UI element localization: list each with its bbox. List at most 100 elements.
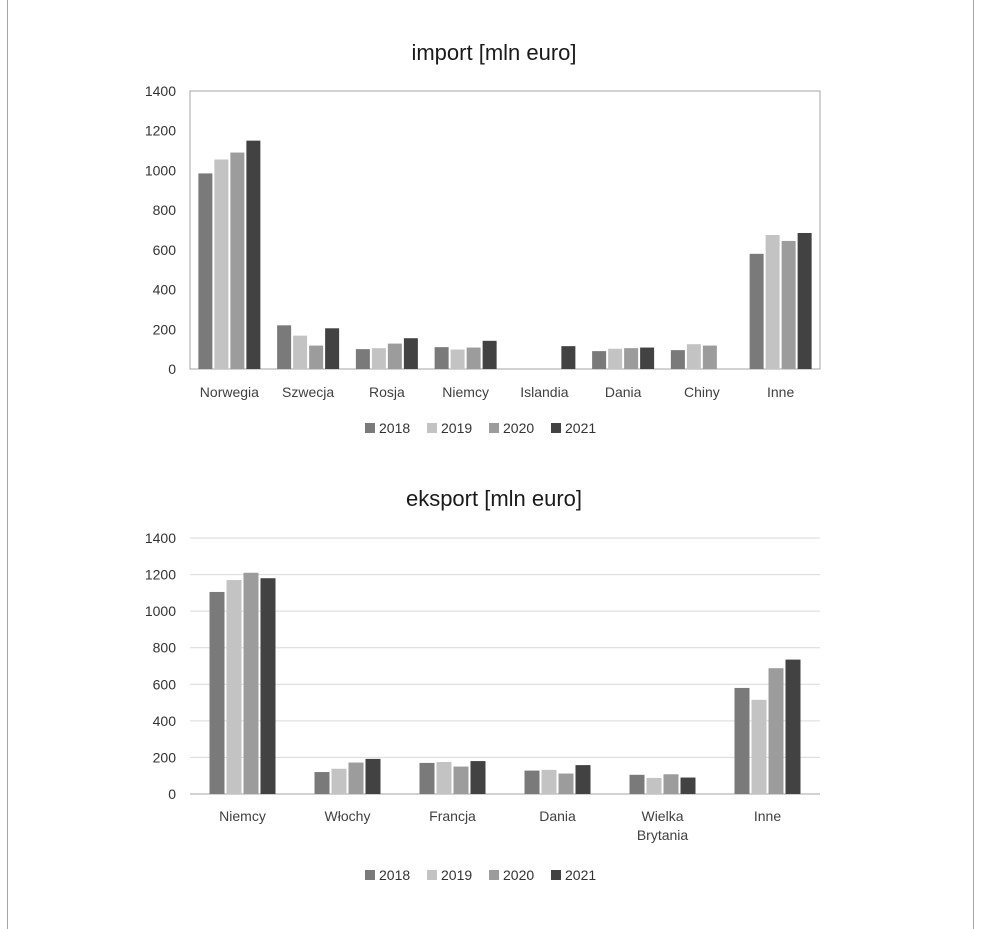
eksport-y-tick-label: 400 [153, 713, 177, 729]
import-bar-2020 [387, 343, 402, 369]
eksport-category-label: Wielka Brytania [637, 808, 689, 843]
eksport-x-axis: Niemcy Włochy Francja Dania Wielka Brytania In… [219, 808, 781, 843]
eksport-legend-label: 2020 [503, 867, 534, 883]
eksport-bar-2020 [348, 762, 364, 794]
import-bar-2021 [246, 140, 261, 369]
import-bar-2021 [561, 346, 576, 369]
eksport-category-label: Dania [539, 808, 576, 824]
eksport-bar-2018 [419, 762, 435, 794]
eksport-category-label: Niemcy [219, 808, 266, 824]
eksport-bar-2020 [243, 572, 259, 794]
import-bar-2018 [198, 173, 213, 369]
import-bar-2020 [466, 347, 481, 369]
eksport-bar-2018 [314, 772, 330, 794]
import-bar-2020 [702, 345, 717, 369]
import-bar-2019 [293, 335, 308, 369]
eksport-bar-2020 [768, 668, 784, 794]
eksport-legend-swatch-2018 [365, 870, 375, 880]
import-y-tick-label: 600 [153, 242, 177, 258]
import-category-label: Dania [605, 384, 642, 400]
eksport-grid [190, 537, 820, 758]
eksport-y-tick-label: 0 [168, 786, 176, 802]
import-y-tick-label: 1200 [145, 123, 176, 139]
eksport-legend-label: 2019 [441, 867, 472, 883]
import-bar-2021 [797, 232, 812, 369]
eksport-y-tick-label: 600 [153, 676, 177, 692]
import-bar-2020 [624, 348, 639, 369]
import-bar-2019 [686, 344, 701, 369]
import-legend-label: 2019 [441, 420, 472, 436]
eksport-category-label: Inne [754, 808, 781, 824]
import-legend-swatch-2020 [489, 423, 499, 433]
import-bar-2018 [592, 351, 607, 369]
eksport-legend-swatch-2019 [427, 870, 437, 880]
import-y-tick-label: 1400 [145, 83, 176, 99]
import-bar-2018 [749, 253, 764, 369]
import-category-label: Niemcy [442, 384, 489, 400]
eksport-y-tick-label: 200 [153, 749, 177, 765]
import-chart: import [mln euro] 0 200 400 600 800 1000 1200 1… [145, 40, 821, 436]
eksport-chart: eksport [mln euro] 0 200 400 600 800 1000 1200… [145, 486, 820, 883]
import-y-tick-label: 1000 [145, 162, 176, 178]
import-bar-2018 [670, 350, 685, 369]
eksport-plot-area [190, 538, 820, 794]
eksport-bar-2019 [646, 777, 662, 794]
import-bar-2018 [355, 349, 370, 369]
import-category-label: Rosja [369, 384, 405, 400]
import-legend-label: 2018 [379, 420, 410, 436]
import-bar-2020 [781, 240, 796, 369]
eksport-y-tick-label: 800 [153, 640, 177, 656]
import-chart-title: import [mln euro] [411, 40, 576, 65]
eksport-bar-2019 [541, 769, 557, 794]
eksport-legend-swatch-2021 [551, 870, 561, 880]
import-bar-2018 [277, 325, 292, 369]
eksport-bar-2018 [734, 687, 750, 794]
import-category-label: Islandia [520, 384, 568, 400]
import-bar-2021 [482, 340, 497, 369]
import-y-tick-label: 200 [153, 321, 177, 337]
import-legend-label: 2020 [503, 420, 534, 436]
eksport-bar-2021 [470, 761, 486, 794]
eksport-bar-2020 [453, 766, 469, 794]
eksport-legend-label: 2018 [379, 867, 410, 883]
import-x-axis: Norwegia Szwecja Rosja Niemcy Islandia Dania C… [200, 384, 795, 400]
eksport-bar-2021 [365, 758, 381, 794]
import-category-label: Szwecja [282, 384, 334, 400]
import-bar-2020 [230, 152, 245, 369]
import-legend-swatch-2019 [427, 423, 437, 433]
eksport-bar-2019 [331, 768, 347, 794]
import-y-tick-label: 800 [153, 202, 177, 218]
import-legend: 2018 2019 2020 2021 [365, 420, 596, 436]
eksport-bar-2021 [785, 659, 801, 794]
import-bar-2019 [214, 159, 229, 369]
eksport-y-tick-label: 1000 [145, 603, 176, 619]
import-legend-label: 2021 [565, 420, 596, 436]
import-bar-2021 [403, 338, 418, 369]
eksport-bar-2020 [663, 774, 679, 794]
import-bar-2021 [640, 347, 655, 369]
import-bar-2020 [309, 345, 324, 369]
eksport-bar-2019 [436, 762, 452, 794]
eksport-bar-2020 [558, 773, 574, 794]
import-category-label: Chiny [684, 384, 720, 400]
import-bar-2019 [765, 234, 780, 369]
eksport-category-label: Włochy [325, 808, 371, 824]
eksport-bars [209, 572, 801, 794]
eksport-chart-title: eksport [mln euro] [406, 486, 582, 511]
import-y-tick-label: 0 [168, 361, 176, 377]
import-y-axis: 0 200 400 600 800 1000 1200 1400 [145, 83, 820, 377]
import-category-label: Inne [767, 384, 794, 400]
import-bar-2021 [325, 328, 340, 369]
import-bar-2018 [434, 347, 449, 369]
import-y-tick-label: 400 [153, 282, 177, 298]
import-bars [198, 140, 812, 369]
eksport-bar-2021 [575, 765, 591, 794]
eksport-bar-2018 [524, 770, 540, 794]
import-bar-2019 [450, 349, 465, 369]
eksport-legend-label: 2021 [565, 867, 596, 883]
eksport-y-tick-label: 1200 [145, 567, 176, 583]
eksport-bar-2019 [751, 699, 767, 794]
eksport-bar-2018 [209, 591, 225, 794]
import-legend-swatch-2021 [551, 423, 561, 433]
